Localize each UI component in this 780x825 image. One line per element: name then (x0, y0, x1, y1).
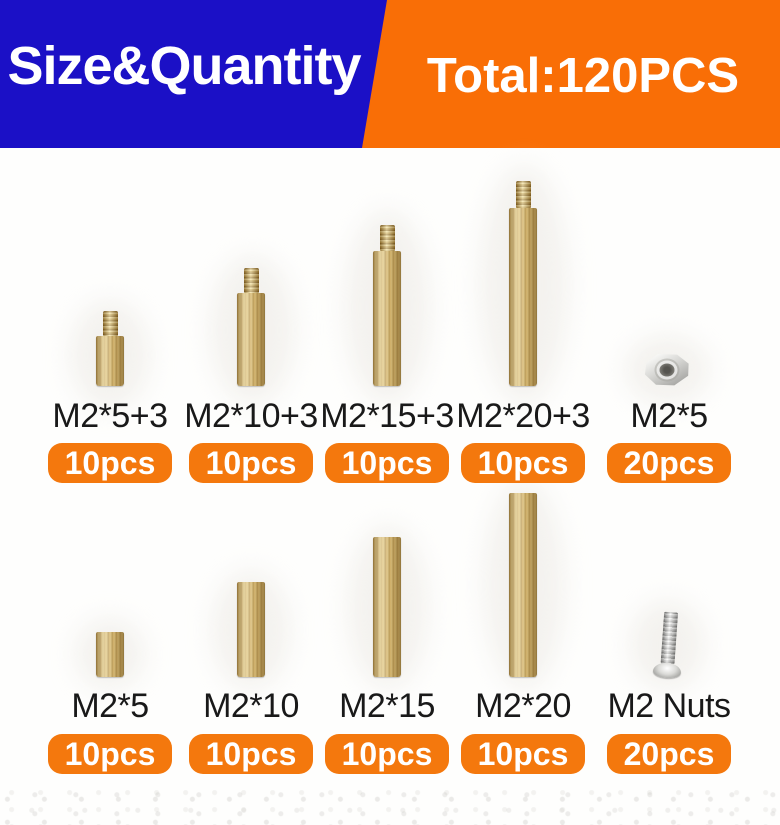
standoff-body (96, 336, 124, 386)
total-pcs-title: Total:120PCS (426, 49, 740, 103)
standoff-mf-image (509, 181, 537, 386)
standoff-body (373, 537, 401, 677)
standoff-body (96, 632, 124, 677)
standoff-mf-image (96, 311, 124, 386)
size-label: M2*20+3 (456, 397, 590, 435)
carpet-texture (0, 790, 780, 825)
standoff-thread (102, 311, 118, 336)
standoff-body (373, 251, 401, 386)
size-label: M2*15 (339, 687, 435, 725)
quantity-badge: 10pcs (189, 734, 313, 774)
standoff-ff-image (96, 632, 124, 677)
header-right-banner (362, 0, 780, 148)
size-label: M2 Nuts (607, 687, 731, 725)
size-label: M2*5 (630, 397, 708, 435)
standoff-thread (515, 181, 531, 208)
size-label: M2*10 (203, 687, 299, 725)
size-label: M2*20 (475, 687, 571, 725)
screw-head (652, 662, 682, 679)
header-banner: Size&Quantity Total:120PCS (0, 0, 780, 148)
quantity-badge: 20pcs (607, 443, 731, 483)
quantity-badge: 10pcs (461, 734, 585, 774)
quantity-badge: 10pcs (48, 443, 172, 483)
nut-hole (659, 363, 675, 377)
standoff-body (237, 582, 265, 677)
size-label: M2*5 (71, 687, 149, 725)
quantity-badge: 10pcs (325, 734, 449, 774)
standoff-body (509, 493, 537, 677)
size-label: M2*15+3 (320, 397, 454, 435)
size-label: M2*5+3 (52, 397, 168, 435)
machine-screw-image (652, 611, 686, 679)
standoff-ff-image (509, 493, 537, 677)
standoff-mf-image (237, 268, 265, 386)
standoff-thread (379, 225, 395, 251)
quantity-badge: 10pcs (461, 443, 585, 483)
quantity-badge: 10pcs (189, 443, 313, 483)
standoff-body (509, 208, 537, 386)
standoff-ff-image (373, 537, 401, 677)
standoff-thread (243, 268, 259, 293)
size-quantity-title: Size&Quantity (7, 36, 361, 96)
standoff-body (237, 293, 265, 386)
standoff-ff-image (237, 582, 265, 677)
quantity-badge: 10pcs (48, 734, 172, 774)
size-label: M2*10+3 (184, 397, 318, 435)
quantity-badge: 10pcs (325, 443, 449, 483)
standoff-mf-image (373, 225, 401, 386)
screw-thread (660, 611, 679, 665)
quantity-badge: 20pcs (607, 734, 731, 774)
hex-nut-image (644, 354, 689, 386)
